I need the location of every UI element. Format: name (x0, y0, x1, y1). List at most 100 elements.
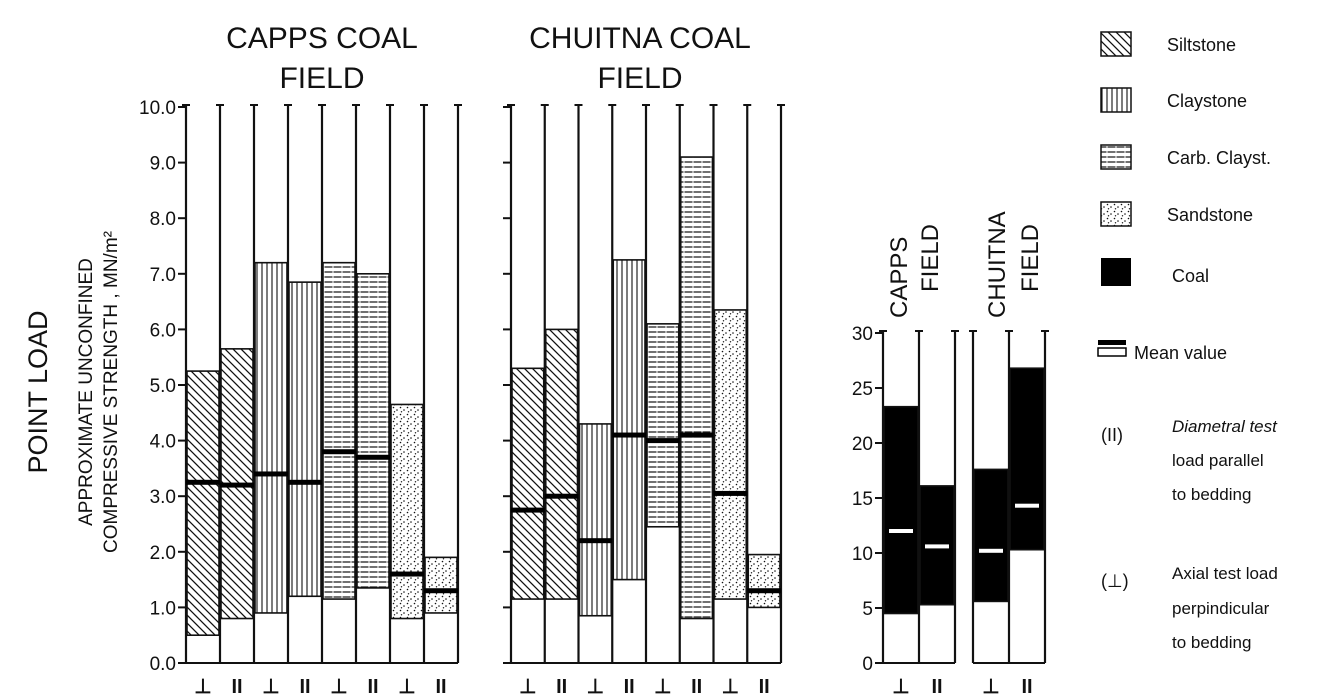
coal-chuitna-bar-coal-diametral-mean-marker (1015, 503, 1039, 508)
legend-mean-swatch (1098, 340, 1126, 345)
coal-capps-title-line1: CAPPS (886, 237, 913, 318)
capps-title-line1: CAPPS COAL (226, 22, 418, 55)
legend-mean-swatch-outline (1097, 347, 1127, 357)
legend-diametral-symbol: (II) (1101, 425, 1123, 445)
chuitna-bar-sandstone-diametral (747, 553, 781, 609)
legend-coal-label: Coal (1172, 266, 1209, 286)
capps-bar-siltstone-diametral-mean-marker (220, 482, 254, 488)
legend-claystone-label: Claystone (1167, 91, 1247, 111)
coal-capps-bar-coal-diametral-mean-marker (925, 544, 949, 549)
capps-bar-sandstone-axial-mean-marker (390, 571, 424, 577)
capps-bar-claystone-axial-test-label: ⊥ (262, 676, 279, 698)
chuitna-title-line1: CHUITNA COAL (529, 22, 751, 55)
capps-bar-sandstone-axial (390, 403, 424, 620)
chuitna-bar-carb-clayst-axial-test-label: ⊥ (654, 676, 671, 698)
capps-bar-carb-clayst-diametral-mean-marker (356, 454, 390, 460)
capps-bar-siltstone-axial (186, 370, 220, 637)
chuitna-bar-sandstone-axial (713, 309, 748, 600)
chuitna-bar-siltstone-axial-test-label: ⊥ (519, 676, 536, 698)
coal-y-tick-label: 30 (852, 324, 873, 345)
coal-y-tick-label: 25 (852, 379, 873, 400)
coal-chuitna-bar-coal-axial (973, 468, 1009, 603)
legend-mean-label: Mean value (1134, 343, 1227, 363)
capps-title-line2: FIELD (279, 62, 364, 95)
coal-y-tick-label: 0 (862, 654, 873, 675)
legend-axial-line2: perpindicular (1172, 599, 1270, 618)
legend-axial-symbol: (⊥) (1101, 571, 1129, 591)
capps-bar-claystone-diametral (288, 281, 322, 598)
legend-claystone-swatch (1100, 87, 1132, 113)
capps-bar-claystone-axial (254, 261, 288, 614)
coal-y-tick-label: 15 (852, 489, 873, 510)
chuitna-bar-sandstone-axial-test-label: ⊥ (722, 676, 739, 698)
capps-y-tick-label: 7.0 (150, 265, 176, 286)
chuitna-bar-carb-clayst-diametral-mean-marker (679, 432, 714, 438)
coal-capps-bar-coal-diametral-test-label: II (931, 676, 942, 698)
chuitna-bar-sandstone-diametral-test-label: II (759, 676, 770, 698)
legend-diametral-line2: load parallel (1172, 451, 1264, 470)
coal-chuitna-bar-coal-axial-test-label: ⊥ (982, 676, 999, 698)
capps-bar-claystone-diametral-test-label: II (299, 676, 310, 698)
capps-strength-chart: 0.0 1.0 2.0 3.0 4.0 5.0 6.0 7.0 8.0 9.0 10.0 ⊥ II ⊥ II… (139, 98, 462, 698)
coal-chuitna-title-line1: CHUITNA (984, 211, 1011, 318)
legend-axial-line3: to bedding (1172, 633, 1251, 652)
coal-chuitna-bar-coal-diametral-test-label: II (1021, 676, 1032, 698)
chuitna-bar-claystone-diametral-mean-marker (612, 432, 646, 438)
legend-coal-swatch (1101, 258, 1131, 286)
capps-y-tick-label: 2.0 (150, 543, 176, 564)
coal-y-tick-label: 5 (862, 599, 873, 620)
legend-carb-label: Carb. Clayst. (1167, 148, 1271, 168)
capps-bar-carb-clayst-diametral-test-label: II (367, 676, 378, 698)
capps-bar-claystone-axial-mean-marker (254, 471, 288, 477)
coal-capps-bar-coal-axial-test-label: ⊥ (892, 676, 909, 698)
chuitna-bar-sandstone-diametral-mean-marker (747, 588, 781, 594)
chuitna-bar-siltstone-axial (511, 367, 545, 600)
capps-bar-siltstone-diametral-test-label: II (231, 676, 242, 698)
capps-bar-sandstone-diametral-test-label: II (435, 676, 446, 698)
capps-bar-carb-clayst-axial-mean-marker (322, 449, 356, 455)
legend-diametral-line3: to bedding (1172, 485, 1251, 504)
capps-bar-siltstone-axial-test-label: ⊥ (194, 676, 211, 698)
chuitna-bar-carb-clayst-diametral-test-label: II (691, 676, 702, 698)
coal-strength-chart: 0 5 10 15 20 25 30 ⊥ II ⊥ II (852, 324, 1049, 698)
legend-carb-swatch (1100, 144, 1132, 170)
coal-y-tick-label: 20 (852, 434, 873, 455)
legend-sandstone-label: Sandstone (1167, 205, 1253, 225)
legend-diametral-line1: Diametral test (1172, 417, 1278, 436)
chuitna-bar-siltstone-diametral-mean-marker (544, 493, 579, 499)
chuitna-bar-claystone-axial-test-label: ⊥ (587, 676, 604, 698)
capps-y-tick-label: 8.0 (150, 209, 176, 230)
legend-sandstone-swatch (1100, 201, 1132, 227)
capps-y-tick-label: 1.0 (150, 598, 176, 619)
y-axis-label-main: POINT LOAD (23, 310, 53, 473)
coal-capps-bar-coal-axial (883, 405, 919, 615)
chuitna-bar-claystone-axial-mean-marker (578, 538, 613, 544)
chuitna-title-line2: FIELD (597, 62, 682, 95)
capps-bar-carb-clayst-axial-test-label: ⊥ (330, 676, 347, 698)
coal-y-tick-label: 10 (852, 544, 873, 565)
capps-y-tick-label: 3.0 (150, 487, 176, 508)
capps-y-tick-label: 0.0 (150, 654, 176, 675)
legend-siltstone-label: Siltstone (1167, 35, 1236, 55)
capps-bar-claystone-diametral-mean-marker (288, 479, 322, 485)
coal-chuitna-bar-coal-diametral (1009, 367, 1045, 551)
capps-bar-carb-clayst-axial (322, 261, 356, 600)
chuitna-bar-sandstone-axial-mean-marker (713, 490, 748, 496)
capps-y-tick-label: 4.0 (150, 432, 176, 453)
coal-capps-title-line2: FIELD (917, 224, 944, 292)
chuitna-bar-carb-clayst-axial (646, 323, 680, 528)
legend: Siltstone Claystone Carb. Clayst. Sandst… (1097, 31, 1278, 652)
coal-chuitna-bar-coal-axial-mean-marker (979, 548, 1003, 553)
capps-bar-carb-clayst-diametral (356, 272, 390, 589)
chuitna-bar-claystone-diametral (612, 259, 646, 581)
legend-axial-line1: Axial test load (1172, 564, 1278, 583)
coal-chuitna-title-line2: FIELD (1017, 224, 1044, 292)
capps-y-tick-label: 6.0 (150, 320, 176, 341)
chuitna-bar-carb-clayst-diametral (679, 156, 714, 620)
capps-y-tick-label: 9.0 (150, 154, 176, 175)
legend-siltstone-swatch (1100, 31, 1132, 57)
chuitna-bar-claystone-axial (578, 423, 613, 617)
chuitna-bar-siltstone-diametral (544, 328, 579, 600)
y-axis-label-sub-line2: COMPRESSIVE STRENGTH , MN/m² (101, 231, 122, 553)
